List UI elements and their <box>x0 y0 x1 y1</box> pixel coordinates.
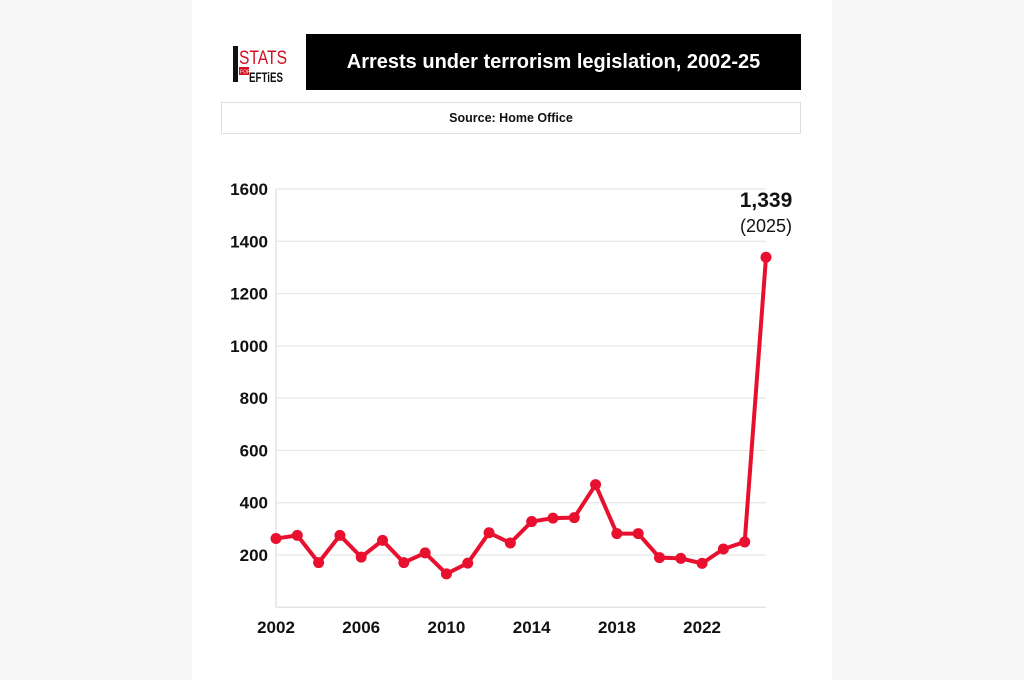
x-tick-label: 2002 <box>257 618 295 637</box>
x-tick-label: 2006 <box>342 618 380 637</box>
data-point-2006 <box>355 551 367 563</box>
data-point-2012 <box>483 527 495 539</box>
y-tick-label: 200 <box>240 546 268 565</box>
svg-text:EFTiES: EFTiES <box>249 69 283 84</box>
x-tick-label: 2010 <box>428 618 466 637</box>
chart-title: Arrests under terrorism legislation, 200… <box>306 34 801 90</box>
data-point-2020 <box>653 552 665 564</box>
data-point-2010 <box>440 568 452 580</box>
svg-text:STATS: STATS <box>239 48 287 69</box>
y-tick-label: 1400 <box>230 232 268 251</box>
data-point-2023 <box>717 543 729 555</box>
y-tick-label: 400 <box>240 494 268 513</box>
data-point-2016 <box>568 512 580 524</box>
data-point-2007 <box>377 534 389 546</box>
x-tick-label: 2014 <box>513 618 551 637</box>
y-tick-label: 600 <box>240 441 268 460</box>
data-point-2004 <box>313 557 325 569</box>
data-point-2017 <box>590 479 602 491</box>
y-tick-label: 1200 <box>230 285 268 304</box>
chart-card <box>192 0 832 680</box>
data-point-2015 <box>547 512 559 524</box>
y-tick-label: 800 <box>240 389 268 408</box>
svg-text:FOR: FOR <box>240 70 251 76</box>
annotation-value: 1,339 <box>740 189 793 212</box>
series-line <box>275 257 768 576</box>
data-point-2009 <box>419 547 431 559</box>
y-tick-label: 1600 <box>230 180 268 199</box>
data-point-2018 <box>611 528 623 540</box>
data-point-2013 <box>504 537 516 549</box>
source-label: Source: Home Office <box>221 102 801 134</box>
data-point-2025 <box>760 251 772 263</box>
data-point-2005 <box>334 529 346 541</box>
data-point-2021 <box>675 552 687 564</box>
data-point-2003 <box>291 529 303 541</box>
data-point-2008 <box>398 557 410 569</box>
data-point-2002 <box>270 533 282 545</box>
annotation-year: (2025) <box>740 216 792 236</box>
data-point-2019 <box>632 528 644 540</box>
data-point-2014 <box>526 516 538 528</box>
data-point-2024 <box>739 536 751 548</box>
data-point-2022 <box>696 557 708 569</box>
y-tick-label: 1000 <box>230 337 268 356</box>
stats-for-lefties-logo: STATS FOR EFTiES <box>233 46 287 84</box>
data-point-2011 <box>462 557 474 569</box>
x-tick-label: 2022 <box>683 618 721 637</box>
x-tick-label: 2018 <box>598 618 636 637</box>
